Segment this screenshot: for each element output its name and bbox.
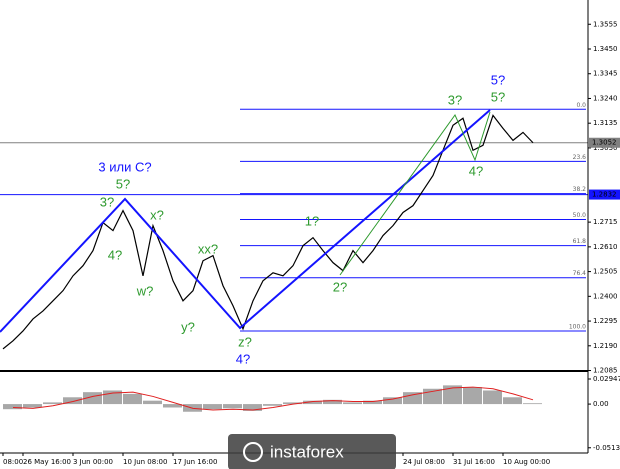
histogram-bar <box>503 397 522 405</box>
x-tick-label: 31 Jul 16:00 <box>453 458 495 466</box>
watermark: instaforex <box>228 434 396 469</box>
y-tick-label: 1.2190 <box>593 342 618 350</box>
wave-label: 3? <box>448 92 462 107</box>
y-tick-label: 1.3240 <box>593 94 618 102</box>
histogram-bar <box>303 400 322 405</box>
y-tick-label: 1.2610 <box>593 243 618 251</box>
wave-label: 2? <box>333 279 347 294</box>
histogram-bar <box>403 392 422 405</box>
histogram-bar <box>443 385 462 405</box>
x-tick-label: 08:00 <box>3 458 23 466</box>
histogram-bar <box>123 393 142 405</box>
histogram-bar <box>23 404 42 408</box>
fib-label: 100.0 <box>569 323 586 330</box>
histogram-bar <box>243 404 262 411</box>
fib-label: 23.6 <box>573 154 587 161</box>
y-tick-label: 1.3450 <box>593 45 618 53</box>
price-box <box>589 137 620 148</box>
price-box <box>589 189 620 200</box>
x-tick-label: 10 Aug 00:00 <box>503 458 550 466</box>
y-tick-label: 0.02947 <box>593 375 620 383</box>
wave-label: 3 или C? <box>98 159 151 174</box>
histogram-bar <box>203 404 222 410</box>
histogram-bar <box>483 390 502 405</box>
histogram-bar <box>83 392 102 405</box>
subwave-line <box>339 111 491 276</box>
fib-label: 50.0 <box>573 212 587 219</box>
wave-label: xx? <box>198 241 218 256</box>
histogram-bar <box>363 400 382 405</box>
price-line <box>2 114 534 350</box>
fib-label: 76.4 <box>573 270 587 277</box>
wave-label: 5? <box>491 89 505 104</box>
wave-line <box>0 109 491 333</box>
histogram-bar <box>43 402 62 405</box>
wave-label: x? <box>150 207 164 222</box>
watermark-icon <box>243 442 263 462</box>
y-tick-label: 1.3135 <box>593 119 618 127</box>
signal-line <box>12 386 534 411</box>
histogram-bar <box>223 404 242 409</box>
histogram-bar <box>523 403 542 405</box>
wave-label: 3? <box>100 194 114 209</box>
histogram-bar <box>163 404 182 408</box>
histogram-bar <box>343 402 362 405</box>
y-tick-label: 0.00 <box>593 400 609 408</box>
fib-label: 38.2 <box>573 186 587 193</box>
histogram-bar <box>323 399 342 405</box>
wave-label: 4? <box>236 351 250 366</box>
x-tick-label: 17 Jun 16:00 <box>173 458 217 466</box>
x-tick-label: 10 Jun 08:00 <box>123 458 167 466</box>
y-tick-label: 1.2505 <box>593 268 618 276</box>
x-tick-label: 3 Jun 00:00 <box>73 458 113 466</box>
wave-label: 1? <box>305 213 319 228</box>
histogram-bar <box>143 400 162 405</box>
histogram-bar <box>263 404 282 406</box>
fib-label: 0.0 <box>576 102 586 109</box>
x-tick-label: 24 Jul 08:00 <box>403 458 445 466</box>
y-tick-label: 1.2085 <box>593 367 618 375</box>
histogram-bar <box>63 397 82 405</box>
y-tick-label: -0.05133 <box>593 444 620 452</box>
wave-label: 4? <box>469 163 483 178</box>
watermark-text: instaforex <box>270 442 344 461</box>
y-tick-label: 1.2715 <box>593 218 618 226</box>
histogram-bar <box>383 397 402 405</box>
histogram-bar <box>463 387 482 405</box>
main-panel <box>0 0 588 371</box>
y-tick-label: 1.2400 <box>593 292 618 300</box>
x-tick-label: 26 May 16:00 <box>23 458 71 466</box>
watermark-box <box>228 434 396 469</box>
wave-label: w? <box>136 283 154 298</box>
wave-label: y? <box>181 319 195 334</box>
fib-label: 61.8 <box>573 238 587 245</box>
y-tick-label: 1.3555 <box>593 20 618 28</box>
wave-label: z? <box>238 334 252 349</box>
wave-label: 5? <box>116 176 130 191</box>
histogram-bar <box>283 402 302 405</box>
wave-label: 4? <box>108 247 122 262</box>
y-tick-label: 1.3345 <box>593 70 618 78</box>
histogram-bar <box>3 404 22 410</box>
y-tick-label: 1.2295 <box>593 317 618 325</box>
y-tick-label: 1.3030 <box>593 144 618 152</box>
wave-label: 5? <box>491 72 505 87</box>
price-label: 1.2832 <box>592 191 617 199</box>
price-label: 1.3052 <box>592 139 617 147</box>
